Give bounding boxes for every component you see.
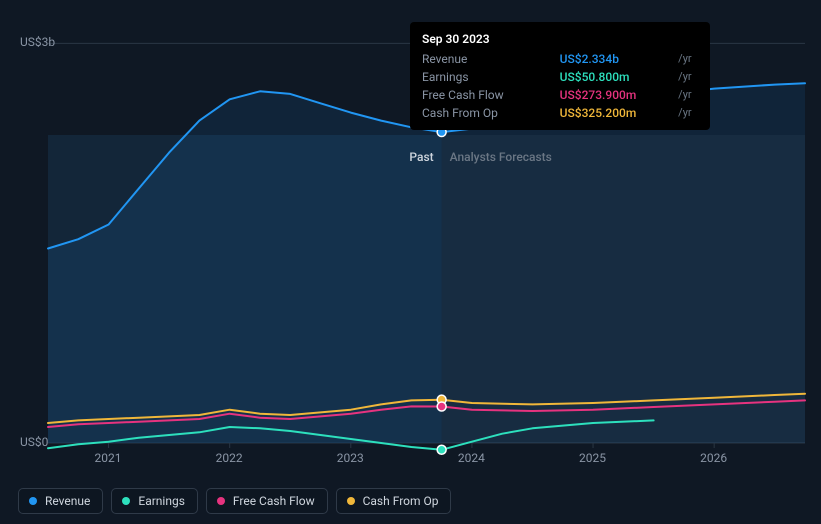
tooltip-row-unit: /yr [678, 68, 698, 86]
y-axis-tick: US$3b [20, 35, 55, 49]
x-axis-tick: 2025 [579, 451, 606, 465]
legend-dot-icon [29, 497, 37, 505]
x-axis-tick: 2023 [337, 451, 364, 465]
chart-legend: Revenue Earnings Free Cash Flow Cash From O… [18, 488, 451, 514]
tooltip-row-label: Cash From Op [422, 104, 560, 122]
legend-dot-icon [122, 497, 130, 505]
tooltip-row: RevenueUS$2.334b/yr [422, 50, 698, 68]
tooltip-row-unit: /yr [678, 104, 698, 122]
legend-item[interactable]: Earnings [111, 488, 198, 514]
legend-item[interactable]: Revenue [18, 488, 103, 514]
legend-dot-icon [347, 497, 355, 505]
y-axis-tick: US$0 [20, 435, 48, 449]
x-axis-tick: 2021 [95, 451, 122, 465]
legend-dot-icon [217, 497, 225, 505]
chart-tooltip: Sep 30 2023 RevenueUS$2.334b/yrEarningsU… [410, 22, 710, 130]
tooltip-row-unit: /yr [678, 50, 698, 68]
x-axis-tick: 2022 [216, 451, 243, 465]
x-axis-tick: 2026 [700, 451, 727, 465]
region-label-forecast: Analysts Forecasts [450, 150, 552, 164]
tooltip-row-unit: /yr [678, 86, 698, 104]
tooltip-row-value: US$325.200m [560, 104, 679, 122]
tooltip-row-value: US$273.900m [560, 86, 679, 104]
legend-item-label: Free Cash Flow [233, 494, 315, 508]
legend-item-label: Earnings [138, 494, 185, 508]
tooltip-row: Cash From OpUS$325.200m/yr [422, 104, 698, 122]
region-label-past: Past [409, 150, 433, 164]
tooltip-row-label: Earnings [422, 68, 560, 86]
tooltip-row-value: US$50.800m [560, 68, 679, 86]
legend-item[interactable]: Cash From Op [336, 488, 452, 514]
tooltip-row: EarningsUS$50.800m/yr [422, 68, 698, 86]
tooltip-row: Free Cash FlowUS$273.900m/yr [422, 86, 698, 104]
tooltip-row-label: Free Cash Flow [422, 86, 560, 104]
financials-chart: US$0US$3b 202120222023202420252026 Past … [0, 0, 821, 524]
legend-item-label: Cash From Op [363, 494, 439, 508]
tooltip-row-label: Revenue [422, 50, 560, 68]
tooltip-row-value: US$2.334b [560, 50, 679, 68]
legend-item[interactable]: Free Cash Flow [206, 488, 328, 514]
tooltip-date: Sep 30 2023 [422, 30, 698, 48]
x-axis-tick: 2024 [458, 451, 485, 465]
legend-item-label: Revenue [45, 494, 90, 508]
